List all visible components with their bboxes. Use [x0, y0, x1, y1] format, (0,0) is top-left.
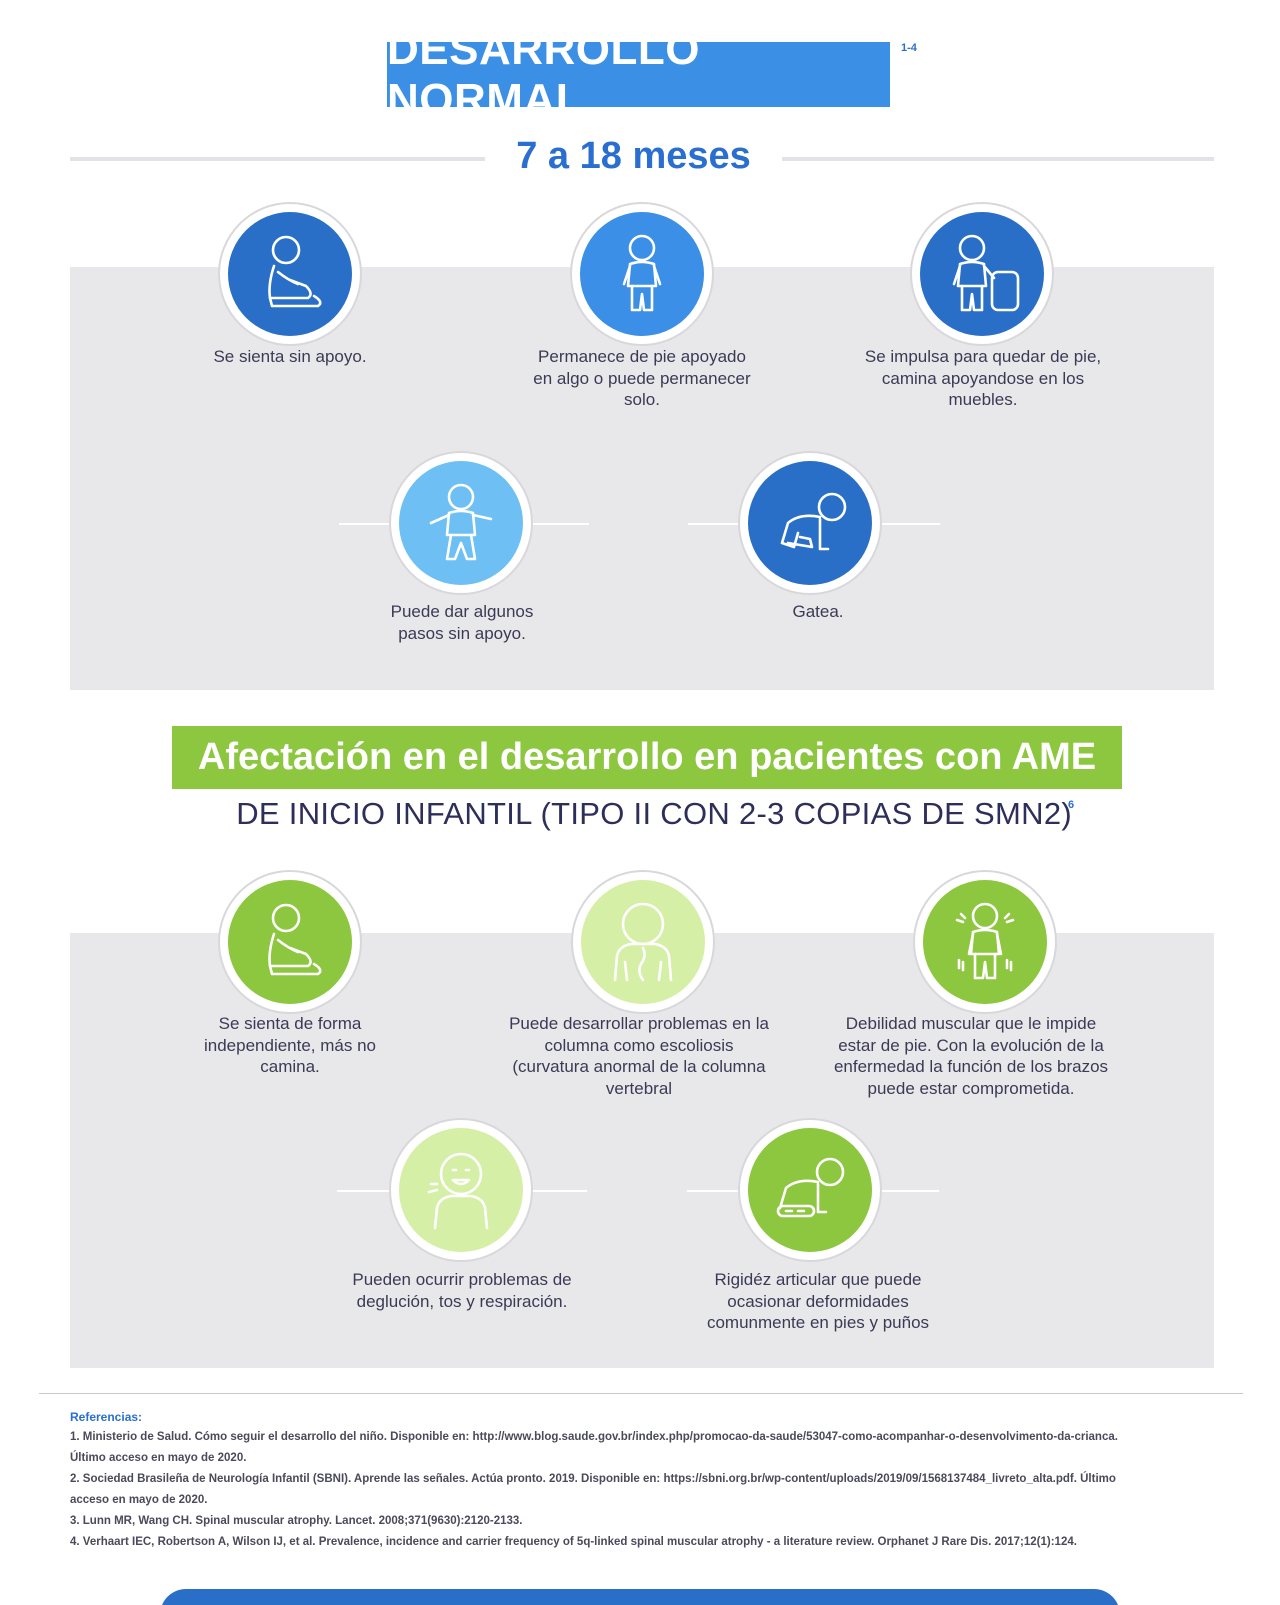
footer-bar: [160, 1589, 1120, 1605]
reference-line: 1. Ministerio de Salud. Cómo seguir el d…: [70, 1431, 1118, 1443]
milestone-sits: [218, 202, 378, 362]
page-title: DESARROLLO NORMAL: [387, 25, 890, 124]
reference-line: 3. Lunn MR, Wang CH. Spinal muscular atr…: [70, 1515, 523, 1527]
spine-baby-icon: [581, 880, 705, 1004]
ame-subtitle: DE INICIO INFANTIL (TIPO II CON 2-3 COPI…: [236, 796, 1072, 831]
milestone-stands: [570, 202, 730, 362]
standing-baby-icon: [580, 212, 704, 336]
stiff-crawling-baby-icon: [748, 1128, 872, 1252]
ame-item-weakness: [913, 870, 1073, 1030]
sitting-baby-icon: [228, 212, 352, 336]
subtitle-reference: 6: [1068, 799, 1075, 811]
ame-item-swallowing: [389, 1118, 549, 1278]
sitting-baby-icon: [228, 880, 352, 1004]
ame-item-scoliosis: [571, 870, 731, 1030]
milestone-label: Se impulsa para quedar de pie, camina ap…: [864, 347, 1102, 409]
milestone-label: Permanece de pie apoyado en algo o puede…: [533, 347, 751, 409]
age-range-heading: 7 a 18 meses: [516, 135, 751, 177]
ame-item-label: Pueden ocurrir problemas de deglución, t…: [352, 1270, 572, 1311]
divider-right: [782, 157, 1214, 161]
ame-item-label: Puede desarrollar problemas en la column…: [509, 1014, 769, 1098]
crawling-baby-icon: [748, 461, 872, 585]
ame-item-stiffness: [738, 1118, 898, 1278]
milestone-label: Puede dar algunos pasos sin apoyo.: [390, 602, 534, 643]
ame-item-label: Se sienta de forma independiente, más no…: [203, 1014, 377, 1076]
ame-item-label: Debilidad muscular que le impide estar d…: [833, 1014, 1109, 1098]
ame-item-sits: [218, 870, 378, 1030]
reference-line: Último acceso en mayo de 2020.: [70, 1452, 247, 1464]
baby-holding-furniture-icon: [920, 212, 1044, 336]
reference-line: 4. Verhaart IEC, Robertson A, Wilson IJ,…: [70, 1536, 1077, 1548]
divider-left: [70, 157, 485, 161]
ame-item-label: Rigidéz articular que puede ocasionar de…: [706, 1270, 930, 1332]
milestone-walks: [389, 451, 549, 611]
milestone-crawls: [738, 451, 898, 611]
milestone-label: Se sienta sin apoyo.: [213, 347, 367, 366]
weak-standing-baby-icon: [923, 880, 1047, 1004]
ame-banner: Afectación en el desarrollo en pacientes…: [172, 726, 1122, 789]
references-title: Referencias:: [70, 1410, 143, 1424]
references-divider: [39, 1393, 1243, 1394]
walking-baby-icon: [399, 461, 523, 585]
milestone-label: Gatea.: [792, 602, 844, 621]
milestone-cruises: [910, 202, 1070, 362]
reference-line: 2. Sociedad Brasileña de Neurología Infa…: [70, 1473, 1116, 1485]
coughing-baby-icon: [399, 1128, 523, 1252]
title-reference: 1-4: [901, 42, 917, 54]
reference-line: acceso en mayo de 2020.: [70, 1494, 208, 1506]
